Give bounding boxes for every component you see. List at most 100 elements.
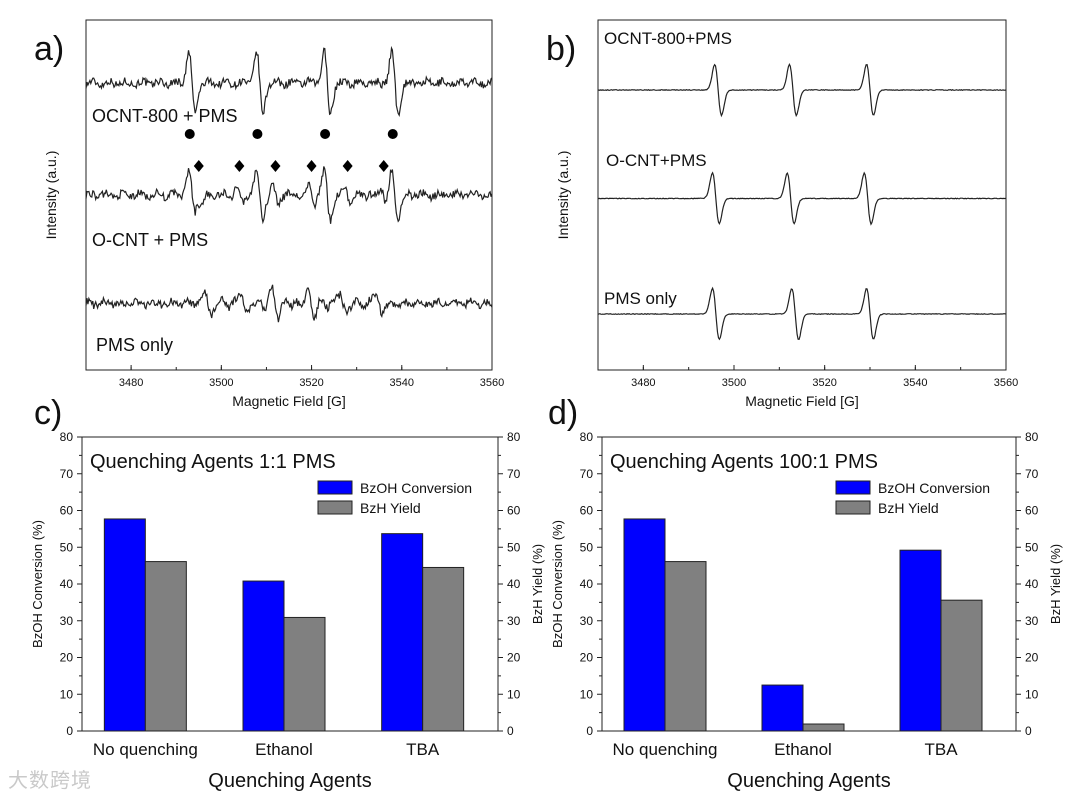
marker-diamond-3 — [306, 160, 317, 172]
bar-d-1-0 — [761, 684, 804, 732]
panel-label-b: b) — [546, 30, 576, 68]
y-tick-label-left-d-6: 60 — [580, 504, 594, 518]
plot-frame-a — [85, 19, 493, 371]
x-tick-label-a-2: 3520 — [299, 377, 323, 389]
x-tick-label-a-4: 3560 — [480, 377, 504, 389]
x-axis-label-a: Magnetic Field [G] — [232, 393, 346, 409]
marker-circle-0 — [184, 129, 195, 139]
y-tick-label-right-c-1: 10 — [507, 687, 521, 701]
y-tick-label-left-c-0: 0 — [66, 724, 73, 738]
y-tick-label-right-c-4: 40 — [507, 577, 521, 591]
spectrum-line-a-1 — [85, 166, 493, 225]
x-tick-label-a-3: 3540 — [390, 377, 414, 389]
category-label-d-0: No quenching — [613, 740, 718, 759]
panel-label-d: d) — [548, 394, 578, 432]
panel-label-a: a) — [34, 30, 64, 68]
series-label-a-0: OCNT-800 + PMS — [92, 106, 238, 126]
y-tick-label-left-d-4: 40 — [580, 577, 594, 591]
marker-circle-1 — [252, 129, 263, 139]
x-tick-label-b-3: 3540 — [903, 377, 927, 389]
plot-frame-b — [597, 19, 1007, 371]
y-tick-label-left-d-1: 10 — [580, 687, 594, 701]
y-tick-label-right-d-4: 40 — [1025, 577, 1039, 591]
legend-label-c-0: BzOH Conversion — [360, 480, 472, 496]
marker-circle-3 — [387, 129, 398, 139]
x-tick-label-b-0: 3480 — [631, 377, 655, 389]
y-tick-label-left-c-4: 40 — [60, 577, 74, 591]
marker-circle-2 — [320, 129, 331, 139]
marker-diamond-2 — [270, 160, 281, 172]
y-tick-label-right-d-0: 0 — [1025, 724, 1032, 738]
y-tick-label-right-d-6: 60 — [1025, 504, 1039, 518]
bar-d-0-1 — [664, 561, 707, 732]
y-axis-label-left-d: BzOH Conversion (%) — [550, 520, 565, 648]
panel-label-c: c) — [34, 394, 62, 432]
bar-d-1-1 — [802, 723, 845, 732]
y-tick-label-left-c-8: 80 — [60, 430, 74, 444]
marker-diamond-0 — [193, 160, 204, 172]
bar-c-1-1 — [283, 616, 326, 732]
spectrum-line-a-0 — [85, 45, 493, 118]
y-axis-label-left-c: BzOH Conversion (%) — [30, 520, 45, 648]
y-axis-label-a: Intensity (a.u.) — [43, 151, 59, 240]
y-tick-label-left-d-7: 70 — [580, 467, 594, 481]
y-tick-label-left-d-3: 30 — [580, 614, 594, 628]
category-label-c-0: No quenching — [93, 740, 198, 759]
legend-swatch-d-0 — [835, 480, 871, 495]
y-tick-label-right-c-3: 30 — [507, 614, 521, 628]
bar-c-2-1 — [422, 566, 465, 732]
legend-label-d-0: BzOH Conversion — [878, 480, 990, 496]
y-tick-label-right-c-2: 20 — [507, 651, 521, 665]
legend-swatch-c-1 — [317, 500, 353, 515]
panel-d: d) 0 0 10 10 20 20 30 30 40 40 50 50 60 60 70 70 80 80 BzOH… — [548, 394, 1063, 792]
x-axis-label-d: Quenching Agents — [727, 770, 890, 792]
y-tick-label-left-c-6: 60 — [60, 504, 74, 518]
y-tick-label-left-c-7: 70 — [60, 467, 74, 481]
bar-c-0-0 — [103, 518, 146, 732]
category-label-d-2: TBA — [924, 740, 958, 759]
category-label-c-1: Ethanol — [255, 740, 313, 759]
series-label-a-2: PMS only — [96, 335, 173, 355]
y-tick-label-left-c-2: 20 — [60, 651, 74, 665]
y-axis-label-b: Intensity (a.u.) — [555, 151, 571, 240]
y-tick-label-left-c-3: 30 — [60, 614, 74, 628]
spectrum-line-b-2 — [597, 286, 1007, 341]
y-tick-label-right-d-1: 10 — [1025, 687, 1039, 701]
chart-title-c: Quenching Agents 1:1 PMS — [90, 451, 336, 473]
series-label-a-1: O-CNT + PMS — [92, 230, 208, 250]
marker-diamond-4 — [342, 160, 353, 172]
y-tick-label-left-c-5: 50 — [60, 540, 74, 554]
marker-diamond-1 — [234, 160, 245, 172]
y-tick-label-left-d-5: 50 — [580, 540, 594, 554]
y-tick-label-left-c-1: 10 — [60, 687, 74, 701]
panel-c: c) 0 0 10 10 20 20 30 30 40 40 50 50 60 60 70 70 80 80 BzOH… — [30, 394, 545, 792]
spectrum-line-a-2 — [85, 284, 493, 323]
y-tick-label-right-d-8: 80 — [1025, 430, 1039, 444]
legend-label-d-1: BzH Yield — [878, 500, 939, 516]
series-label-b-1: O-CNT+PMS — [606, 151, 707, 170]
y-tick-label-right-c-8: 80 — [507, 430, 521, 444]
y-tick-label-right-d-2: 20 — [1025, 651, 1039, 665]
legend-swatch-c-0 — [317, 480, 353, 495]
bar-d-2-0 — [899, 549, 942, 732]
x-tick-label-b-2: 3520 — [812, 377, 836, 389]
y-tick-label-right-c-5: 50 — [507, 540, 521, 554]
panel-b: b) 3480 3500 3520 3540 3560 Magnetic Field [G]… — [546, 29, 1018, 409]
legend-label-c-1: BzH Yield — [360, 500, 421, 516]
series-label-b-0: OCNT-800+PMS — [604, 29, 732, 48]
plot-frame-c — [81, 436, 499, 732]
bar-c-2-0 — [381, 533, 424, 732]
y-tick-label-right-d-5: 50 — [1025, 540, 1039, 554]
y-axis-label-right-c: BzH Yield (%) — [530, 544, 545, 624]
spectrum-line-b-1 — [597, 171, 1007, 226]
y-tick-label-right-c-6: 60 — [507, 504, 521, 518]
bar-d-2-1 — [940, 599, 983, 732]
marker-diamond-5 — [378, 160, 389, 172]
x-tick-label-a-1: 3500 — [209, 377, 233, 389]
x-tick-label-b-4: 3560 — [994, 377, 1018, 389]
x-axis-label-b: Magnetic Field [G] — [745, 393, 859, 409]
category-label-c-2: TBA — [406, 740, 440, 759]
y-tick-label-right-c-0: 0 — [507, 724, 514, 738]
bar-c-1-0 — [242, 580, 285, 732]
